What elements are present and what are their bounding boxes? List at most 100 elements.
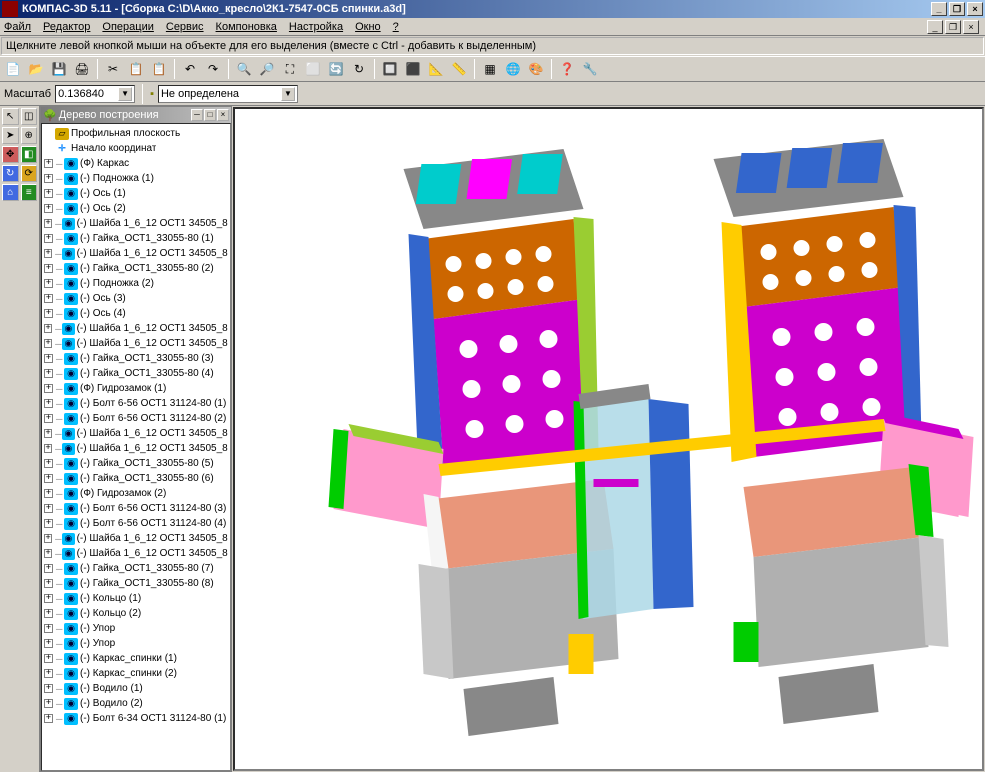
menu-file[interactable]: Файл: [4, 21, 31, 33]
state-combo[interactable]: Не определена ▼: [158, 85, 298, 103]
menu-ops[interactable]: Операции: [102, 21, 153, 33]
expand-icon[interactable]: +: [44, 339, 52, 348]
tree-max[interactable]: □: [204, 109, 216, 121]
tb-color[interactable]: 🎨: [525, 58, 547, 80]
expand-icon[interactable]: +: [44, 459, 53, 468]
expand-icon[interactable]: +: [44, 669, 53, 678]
menu-layout[interactable]: Компоновка: [216, 21, 277, 33]
tree-item[interactable]: +─◉(-) Водило (1): [44, 681, 228, 696]
expand-icon[interactable]: +: [44, 324, 52, 333]
tree-item[interactable]: +─◉(Ф) Гидрозамок (2): [44, 486, 228, 501]
tree-item[interactable]: +─◉(Ф) Каркас: [44, 156, 228, 171]
tree-item[interactable]: +─◉(-) Гайка_ОСТ1_33055-80 (4): [44, 366, 228, 381]
lb-move[interactable]: ✥: [2, 146, 19, 163]
expand-icon[interactable]: +: [44, 234, 53, 243]
scale-input[interactable]: [58, 88, 118, 100]
maximize-button[interactable]: ❐: [949, 2, 965, 16]
tb-zoomin[interactable]: 🔍: [233, 58, 255, 80]
tb-grid[interactable]: ▦: [479, 58, 501, 80]
tree-item[interactable]: +─◉(-) Каркас_спинки (2): [44, 666, 228, 681]
expand-icon[interactable]: +: [44, 309, 53, 318]
lb-planes[interactable]: ◫: [21, 108, 38, 125]
tb-help[interactable]: ❓: [556, 58, 578, 80]
expand-icon[interactable]: +: [44, 249, 52, 258]
tree-item[interactable]: +─◉(-) Болт 6-56 ОСТ1 31124-80 (4): [44, 516, 228, 531]
tree-item[interactable]: +─◉(-) Болт 6-56 ОСТ1 31124-80 (3): [44, 501, 228, 516]
tree-item[interactable]: +─◉(-) Шайба 1_6_12 ОСТ1 34505_80 (8): [44, 546, 228, 561]
expand-icon[interactable]: +: [44, 549, 52, 558]
tree-item[interactable]: +─◉(-) Водило (2): [44, 696, 228, 711]
minimize-button[interactable]: _: [931, 2, 947, 16]
tree-item[interactable]: +─◉(-) Гайка_ОСТ1_33055-80 (2): [44, 261, 228, 276]
expand-icon[interactable]: +: [44, 684, 53, 693]
tb-new[interactable]: 📄: [2, 58, 24, 80]
tree-item[interactable]: +─◉(-) Шайба 1_6_12 ОСТ1 34505_80 (1): [44, 216, 228, 231]
tb-perspective[interactable]: 📐: [425, 58, 447, 80]
menu-window[interactable]: Окно: [355, 21, 381, 33]
menu-edit[interactable]: Редактор: [43, 21, 90, 33]
tree-item[interactable]: +─◉(-) Подножка (1): [44, 171, 228, 186]
tree-item[interactable]: +─◉(-) Гайка_ОСТ1_33055-80 (1): [44, 231, 228, 246]
scale-combo[interactable]: ▼: [55, 85, 135, 103]
tb-window[interactable]: ⬜: [302, 58, 324, 80]
tree-item[interactable]: +─◉(-) Шайба 1_6_12 ОСТ1 34505_80 (2): [44, 246, 228, 261]
menu-service[interactable]: Сервис: [166, 21, 204, 33]
tree-item[interactable]: +─◉(-) Шайба 1_6_12 ОСТ1 34505_80 (3): [44, 321, 228, 336]
lb-cursor[interactable]: ↖: [2, 108, 19, 125]
expand-icon[interactable]: +: [44, 564, 53, 573]
tb-measure[interactable]: 📏: [448, 58, 470, 80]
expand-icon[interactable]: +: [44, 429, 52, 438]
expand-icon[interactable]: +: [44, 534, 52, 543]
expand-icon[interactable]: +: [44, 579, 53, 588]
tb-tool[interactable]: 🔧: [579, 58, 601, 80]
expand-icon[interactable]: +: [44, 609, 53, 618]
tb-open[interactable]: 📂: [25, 58, 47, 80]
expand-icon[interactable]: +: [44, 444, 52, 453]
tree-item[interactable]: +─◉(-) Ось (1): [44, 186, 228, 201]
tb-copy[interactable]: 📋: [125, 58, 147, 80]
mdi-minimize[interactable]: _: [927, 20, 943, 34]
tree-item[interactable]: +─◉(-) Шайба 1_6_12 ОСТ1 34505_80 (5): [44, 426, 228, 441]
tb-refresh[interactable]: 🔄: [325, 58, 347, 80]
tree-close[interactable]: ×: [217, 109, 229, 121]
tree-item[interactable]: +─◉(-) Кольцо (1): [44, 591, 228, 606]
tree-item[interactable]: +─◉(-) Кольцо (2): [44, 606, 228, 621]
tree-item[interactable]: +─◉(-) Болт 6-56 ОСТ1 31124-80 (2): [44, 411, 228, 426]
tree-item[interactable]: +─◉(-) Гайка_ОСТ1_33055-80 (6): [44, 471, 228, 486]
expand-icon[interactable]: +: [44, 594, 53, 603]
tb-paste[interactable]: 📋: [148, 58, 170, 80]
expand-icon[interactable]: +: [44, 219, 52, 228]
state-dropdown-icon[interactable]: ▼: [281, 87, 295, 101]
expand-icon[interactable]: +: [44, 279, 53, 288]
tree-item[interactable]: +─◉(-) Ось (2): [44, 201, 228, 216]
lb-target[interactable]: ⊕: [21, 127, 38, 144]
expand-icon[interactable]: +: [44, 654, 53, 663]
tree-item[interactable]: +─◉(-) Болт 6-56 ОСТ1 31124-80 (1): [44, 396, 228, 411]
expand-icon[interactable]: +: [44, 174, 53, 183]
lb-home[interactable]: ⌂: [2, 184, 19, 201]
expand-icon[interactable]: +: [44, 354, 53, 363]
tree-item[interactable]: +─◉(-) Каркас_спинки (1): [44, 651, 228, 666]
expand-icon[interactable]: +: [44, 474, 53, 483]
tb-wireframe[interactable]: 🔲: [379, 58, 401, 80]
mdi-restore[interactable]: ❐: [945, 20, 961, 34]
close-button[interactable]: ×: [967, 2, 983, 16]
menu-settings[interactable]: Настройка: [289, 21, 343, 33]
expand-icon[interactable]: +: [44, 264, 53, 273]
tree-item[interactable]: +─◉(-) Гайка_ОСТ1_33055-80 (5): [44, 456, 228, 471]
tb-undo[interactable]: ↶: [179, 58, 201, 80]
lb-rotate[interactable]: ↻: [2, 165, 19, 182]
tree-item[interactable]: +─◉(-) Упор: [44, 621, 228, 636]
tb-print[interactable]: 🖨: [71, 58, 93, 80]
tree-item[interactable]: +─◉(Ф) Гидрозамок (1): [44, 381, 228, 396]
viewport-3d[interactable]: [233, 107, 984, 771]
scale-dropdown-icon[interactable]: ▼: [118, 87, 132, 101]
expand-icon[interactable]: +: [44, 189, 53, 198]
tb-cut[interactable]: ✂: [102, 58, 124, 80]
expand-icon[interactable]: +: [44, 714, 53, 723]
tree-item[interactable]: ▱Профильная плоскость: [44, 126, 228, 141]
lb-rotate2[interactable]: ⟳: [21, 165, 38, 182]
tree-body[interactable]: ▱Профильная плоскость✛Начало координат+─…: [41, 123, 231, 771]
expand-icon[interactable]: +: [44, 414, 53, 423]
lb-cube[interactable]: ◧: [21, 146, 38, 163]
